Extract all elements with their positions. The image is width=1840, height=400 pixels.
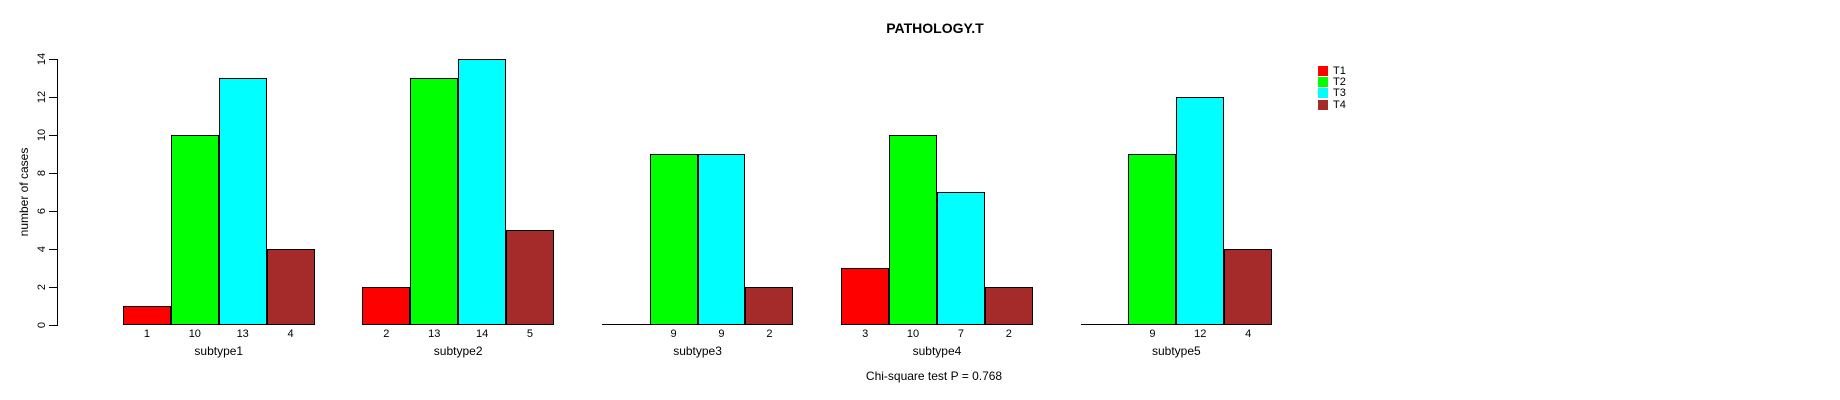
legend-label: T4	[1333, 98, 1346, 111]
y-axis-tick-label: 2	[36, 283, 48, 291]
bar-value-label: 2	[383, 328, 390, 340]
bar-value-label: 4	[287, 328, 294, 340]
bar-value-label: 12	[1194, 328, 1207, 340]
y-axis-tick	[49, 324, 57, 326]
bar-T1-subtype1	[123, 306, 171, 325]
y-axis-tick-label: 0	[36, 321, 48, 329]
y-axis-tick-label: 10	[36, 128, 48, 142]
bar-value-label: 9	[1149, 328, 1156, 340]
category-label-subtype3: subtype3	[673, 344, 722, 358]
legend-swatch-T4	[1318, 99, 1328, 110]
bar-value-label: 13	[236, 328, 249, 340]
legend-swatch-T1	[1318, 65, 1328, 76]
y-axis-tick	[49, 248, 57, 250]
legend: T1 T2 T3 T4	[1318, 65, 1346, 111]
bar-T1-subtype4	[841, 268, 890, 325]
bar-value-label: 7	[957, 328, 964, 340]
legend-label: T2	[1333, 76, 1346, 89]
bar-value-label: 4	[1245, 328, 1252, 340]
bar-T3-subtype4	[936, 192, 985, 325]
legend-swatch-T2	[1318, 77, 1328, 88]
bar-T2-subtype2	[410, 78, 459, 325]
bar-T3-subtype2	[458, 59, 507, 325]
bar-value-label: 1	[143, 328, 150, 340]
legend-swatch-T3	[1318, 88, 1328, 99]
bar-T1-subtype2	[362, 287, 411, 325]
bar-T3-subtype3	[697, 154, 746, 325]
legend-label: T3	[1333, 87, 1346, 100]
y-axis-line	[57, 59, 58, 326]
bar-T3-subtype1	[218, 78, 267, 325]
bar-T2-subtype4	[889, 135, 937, 325]
legend-item-T4: T4	[1318, 99, 1346, 110]
bar-value-label: 13	[428, 328, 441, 340]
bar-value-label: 3	[862, 328, 869, 340]
chi-square-annotation: Chi-square test P = 0.768	[865, 369, 1003, 383]
bar-T2-subtype3	[649, 154, 698, 325]
legend-item-T3: T3	[1318, 88, 1346, 99]
zero-bar-line-T1-subtype3	[601, 324, 650, 325]
bar-value-label: 2	[1005, 328, 1012, 340]
bar-T2-subtype1	[170, 135, 219, 325]
zero-bar-line-T1-subtype5	[1080, 324, 1129, 325]
bar-value-label: 9	[718, 328, 725, 340]
bar-T3-subtype5	[1176, 97, 1225, 325]
bar-value-label: 14	[475, 328, 489, 340]
bar-value-label: 9	[670, 328, 677, 340]
category-label-subtype4: subtype4	[912, 344, 962, 358]
y-axis-tick	[49, 96, 57, 98]
bar-T4-subtype3	[745, 287, 794, 325]
bar-T4-subtype1	[266, 249, 315, 325]
y-axis-tick-label: 6	[36, 207, 48, 215]
bar-T4-subtype2	[506, 230, 554, 325]
legend-item-T2: T2	[1318, 76, 1346, 89]
y-axis-tick	[49, 210, 57, 212]
category-label-subtype1: subtype1	[194, 344, 244, 358]
bar-value-label: 10	[188, 328, 201, 340]
y-axis-tick-label: 14	[36, 52, 48, 66]
chart-title: PATHOLOGY.T	[886, 20, 984, 36]
bar-T4-subtype4	[984, 287, 1033, 325]
bar-value-label: 2	[766, 328, 773, 340]
legend-label: T1	[1333, 64, 1346, 77]
y-axis-tick	[49, 286, 57, 288]
bar-T2-subtype5	[1128, 154, 1177, 325]
y-axis-tick	[49, 58, 57, 60]
category-label-subtype2: subtype2	[433, 344, 483, 358]
legend-item-T1: T1	[1318, 65, 1346, 76]
y-axis-tick	[49, 172, 57, 174]
category-label-subtype5: subtype5	[1152, 344, 1201, 358]
y-axis-tick-label: 8	[36, 169, 48, 177]
y-axis-tick	[49, 134, 57, 136]
bar-value-label: 10	[906, 328, 920, 340]
bar-value-label: 5	[526, 328, 534, 340]
y-axis-tick-label: 12	[36, 90, 48, 104]
y-axis-label: number of cases	[17, 147, 31, 237]
y-axis-tick-label: 4	[36, 245, 48, 253]
bar-T4-subtype5	[1224, 249, 1273, 325]
